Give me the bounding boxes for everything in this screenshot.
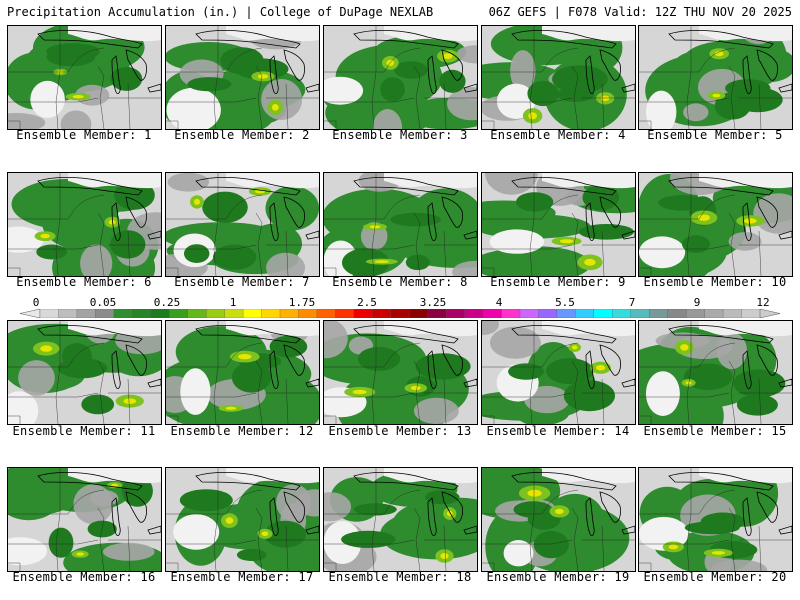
member-label: Ensemble Member: 10: [643, 275, 787, 289]
colorbar-cell: [704, 309, 724, 318]
member-label: Ensemble Member: 17: [170, 570, 314, 584]
colorbar-min-arrow: [20, 309, 41, 318]
precipitation-colorbar: [20, 309, 780, 318]
colorbar-cell: [409, 309, 429, 318]
member-label: Ensemble Member: 9: [490, 275, 626, 289]
colorbar-cell: [390, 309, 410, 318]
member-map-4: [481, 25, 636, 130]
colorbar-tick-label: 3.25: [419, 296, 447, 309]
member-map-18: [323, 467, 478, 572]
colorbar-cell: [150, 309, 170, 318]
colorbar-tick-label: 0: [32, 296, 40, 309]
colorbar-cell: [95, 309, 115, 318]
colorbar-cell: [556, 309, 576, 318]
member-label: Ensemble Member: 5: [647, 128, 783, 142]
colorbar-tick-label: 12: [756, 296, 770, 309]
colorbar-cell: [316, 309, 336, 318]
colorbar-cell: [519, 309, 539, 318]
colorbar-cell: [372, 309, 392, 318]
colorbar-cell: [686, 309, 706, 318]
colorbar-cell: [593, 309, 613, 318]
member-map-14: [481, 320, 636, 425]
member-label: Ensemble Member: 7: [174, 275, 310, 289]
member-label: Ensemble Member: 4: [490, 128, 626, 142]
colorbar-cell: [722, 309, 742, 318]
member-map-17: [165, 467, 320, 572]
colorbar-tick-label: 0.25: [153, 296, 181, 309]
member-map-20: [638, 467, 793, 572]
member-label: Ensemble Member: 18: [328, 570, 472, 584]
colorbar-cell: [427, 309, 447, 318]
member-map-3: [323, 25, 478, 130]
colorbar-cell: [113, 309, 133, 318]
member-map-5: [638, 25, 793, 130]
colorbar-cell: [353, 309, 373, 318]
colorbar-cell: [335, 309, 355, 318]
colorbar-cell: [58, 309, 78, 318]
member-label: Ensemble Member: 14: [486, 424, 630, 438]
member-label: Ensemble Member: 11: [12, 424, 156, 438]
colorbar-cell: [187, 309, 207, 318]
member-map-9: [481, 172, 636, 277]
member-label: Ensemble Member: 6: [16, 275, 152, 289]
member-label: Ensemble Member: 3: [332, 128, 468, 142]
member-map-19: [481, 467, 636, 572]
member-map-16: [7, 467, 162, 572]
member-map-6: [7, 172, 162, 277]
member-map-15: [638, 320, 793, 425]
member-map-8: [323, 172, 478, 277]
member-map-11: [7, 320, 162, 425]
colorbar-cell: [445, 309, 466, 318]
colorbar-tick-label: 1.75: [288, 296, 316, 309]
member-label: Ensemble Member: 2: [174, 128, 310, 142]
colorbar-cell: [261, 309, 281, 318]
colorbar-cell: [612, 309, 632, 318]
member-map-12: [165, 320, 320, 425]
colorbar-tick-label: 9: [693, 296, 701, 309]
colorbar-tick-label: 0.05: [89, 296, 117, 309]
colorbar-cell: [741, 309, 761, 318]
colorbar-cell: [538, 309, 558, 318]
colorbar-cell: [298, 309, 318, 318]
member-map-2: [165, 25, 320, 130]
model-run-info: 06Z GEFS | F078 Valid: 12Z THU NOV 20 20…: [488, 5, 792, 19]
colorbar-cell: [279, 309, 299, 318]
colorbar-cell: [224, 309, 244, 318]
colorbar-cell: [482, 309, 502, 318]
member-label: Ensemble Member: 20: [643, 570, 787, 584]
colorbar-cell: [169, 309, 189, 318]
member-label: Ensemble Member: 1: [16, 128, 152, 142]
member-label: Ensemble Member: 13: [328, 424, 472, 438]
colorbar-cell: [630, 309, 650, 318]
colorbar-cell: [39, 309, 59, 318]
member-label: Ensemble Member: 16: [12, 570, 156, 584]
colorbar-max-arrow: [759, 309, 780, 318]
colorbar-cell: [464, 309, 484, 318]
colorbar-cell: [649, 309, 669, 318]
member-map-7: [165, 172, 320, 277]
colorbar-cell: [501, 309, 521, 318]
member-map-1: [7, 25, 162, 130]
colorbar-cell: [132, 309, 152, 318]
member-map-10: [638, 172, 793, 277]
member-label: Ensemble Member: 19: [486, 570, 630, 584]
colorbar-tick-label: 1: [229, 296, 237, 309]
colorbar-tick-label: 5.5: [555, 296, 575, 309]
colorbar-cell: [76, 309, 96, 318]
colorbar-cell: [242, 309, 262, 318]
colorbar-tick-label: 7: [628, 296, 636, 309]
member-label: Ensemble Member: 15: [643, 424, 787, 438]
colorbar-cell: [575, 309, 595, 318]
colorbar-tick-label: 2.5: [357, 296, 377, 309]
member-map-13: [323, 320, 478, 425]
colorbar-cell: [667, 309, 687, 318]
member-label: Ensemble Member: 12: [170, 424, 314, 438]
colorbar-cell: [205, 309, 226, 318]
member-label: Ensemble Member: 8: [332, 275, 468, 289]
map-title: Precipitation Accumulation (in.) | Colle…: [7, 5, 434, 19]
colorbar-tick-label: 4: [495, 296, 503, 309]
